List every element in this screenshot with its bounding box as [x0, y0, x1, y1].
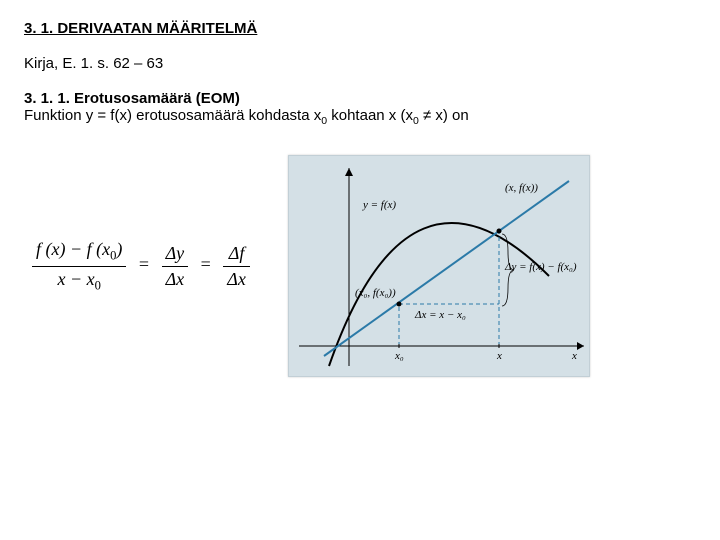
difference-quotient-figure: y = f(x) (x, f(x)) (x₀, f(x₀)) Δx = x − …: [288, 155, 590, 377]
section-heading: 3. 1. DERIVAATAN MÄÄRITELMÄ: [24, 20, 696, 37]
subsection-heading: 3. 1. 1. Erotusosamäärä (EOM): [24, 90, 696, 107]
equals-1: =: [139, 254, 149, 274]
definition-text-suffix: ≠ x) on: [419, 107, 469, 124]
formula-and-figure-row: f (x) − f (x0) x − x0 = Δy Δx = Δf Δx: [24, 155, 696, 377]
definition-text-prefix: Funktion y = f(x) erotusosamäärä kohdast…: [24, 107, 321, 124]
book-reference: Kirja, E. 1. s. 62 – 63: [24, 55, 696, 72]
tick-label-x: x: [496, 350, 502, 362]
dx-1: Δx: [162, 267, 189, 290]
df: Δf: [223, 243, 250, 267]
tick-label-x0: x₀: [394, 350, 404, 362]
subsection-block: 3. 1. 1. Erotusosamäärä (EOM) Funktion y…: [24, 90, 696, 127]
den-a: x − x: [57, 269, 94, 289]
label-curve: y = f(x): [362, 199, 396, 211]
label-delta-y: Δy = f(x) − f(x₀): [504, 261, 577, 273]
label-delta-x: Δx = x − x₀: [414, 309, 466, 321]
point-x0: [396, 302, 401, 307]
axis-label-x: x: [571, 350, 577, 362]
num-b: ): [116, 239, 122, 259]
label-point-x: (x, f(x)): [505, 182, 538, 194]
num-a: f (x) − f (x: [36, 239, 110, 259]
fraction-fx: f (x) − f (x0) x − x0: [32, 239, 126, 293]
definition-text-mid: kohtaan x (x: [327, 107, 413, 124]
definition-text: Funktion y = f(x) erotusosamäärä kohdast…: [24, 107, 696, 127]
den-sub: 0: [95, 278, 101, 292]
equals-2: =: [201, 254, 211, 274]
y-axis-arrow-icon: [345, 168, 353, 176]
label-point-x0: (x₀, f(x₀)): [355, 287, 396, 299]
x-axis-arrow-icon: [577, 342, 584, 350]
dy: Δy: [162, 243, 189, 267]
point-x: [496, 229, 501, 234]
fraction-dy-dx: Δy Δx: [162, 243, 189, 290]
difference-quotient-formula: f (x) − f (x0) x − x0 = Δy Δx = Δf Δx: [30, 239, 252, 293]
fraction-df-dx: Δf Δx: [223, 243, 250, 290]
dx-2: Δx: [223, 267, 250, 290]
